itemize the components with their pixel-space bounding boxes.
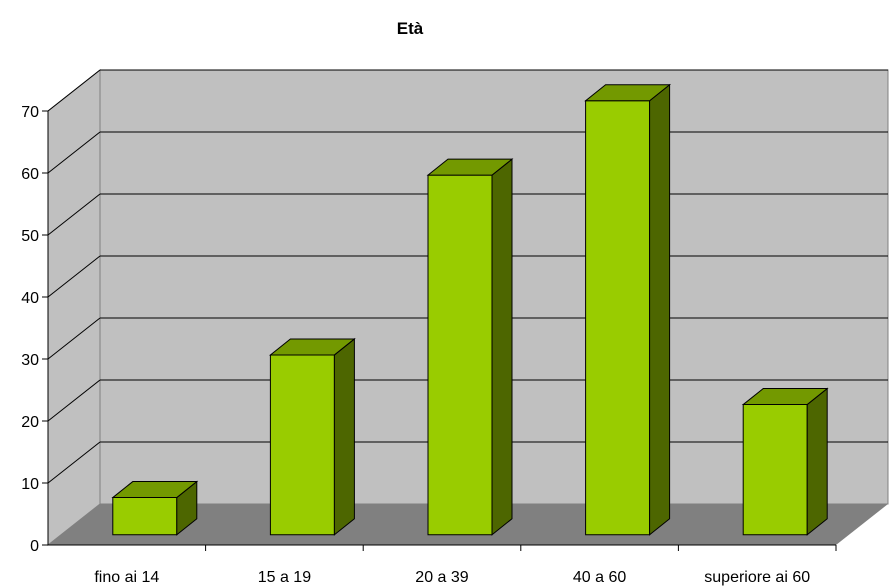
y-tick-label: 20: [21, 414, 39, 431]
bar-top: [111, 481, 199, 499]
bar-side: [806, 387, 828, 536]
chart-title: Età: [397, 19, 424, 38]
y-tick-label: 70: [21, 104, 39, 121]
bar-top: [584, 84, 672, 102]
x-tick-label: 20 a 39: [415, 569, 468, 586]
bar-front: [427, 174, 493, 536]
gridline-60: [47, 131, 888, 174]
y-tick-label: 30: [21, 352, 39, 369]
y-tick-label: 40: [21, 290, 39, 307]
x-axis-ticks: fino ai 14 15 a 19 20 a 39 40 a 60 superiore…: [94, 545, 837, 586]
x-tick-label: 40 a 60: [573, 569, 626, 586]
gridline-30-side: [47, 317, 101, 360]
bar-fino-ai-14: [111, 480, 199, 536]
bar-20-a-39: [426, 158, 514, 536]
bar-front: [269, 354, 335, 536]
axes: [47, 111, 836, 546]
gridline-50-side: [47, 193, 101, 236]
gridline-40-side: [47, 255, 101, 298]
y-axis-ticks: 0 10 20 30 40 50 60 70: [21, 104, 48, 555]
bar-superiore-ai-60: [741, 387, 829, 536]
x-tick-label: 15 a 19: [258, 569, 311, 586]
bar-front: [742, 404, 808, 536]
gridline-10-side: [47, 441, 101, 484]
bar-front: [585, 100, 651, 536]
x-tick-label: superiore ai 60: [704, 569, 810, 586]
gridline-60-side: [47, 131, 101, 174]
gridline-70-side: [47, 69, 101, 112]
x-tick-label: fino ai 14: [94, 569, 159, 586]
bar-side: [491, 158, 513, 536]
bar-15-a-19: [268, 337, 356, 536]
bar-top: [426, 158, 514, 176]
y-tick-label: 50: [21, 228, 39, 245]
y-tick-label: 60: [21, 166, 39, 183]
bar-40-a-60: [584, 83, 672, 536]
bar-top: [268, 338, 356, 356]
bar-top: [741, 388, 829, 406]
gridline-20-side: [47, 379, 101, 422]
bars: [111, 83, 829, 536]
side-wall: [47, 68, 101, 547]
y-tick-label: 0: [30, 538, 39, 555]
bar-front: [112, 497, 178, 536]
bar-side: [333, 337, 355, 536]
bar-side: [649, 83, 671, 536]
gridline-70: [47, 69, 888, 112]
y-tick-label: 10: [21, 476, 39, 493]
